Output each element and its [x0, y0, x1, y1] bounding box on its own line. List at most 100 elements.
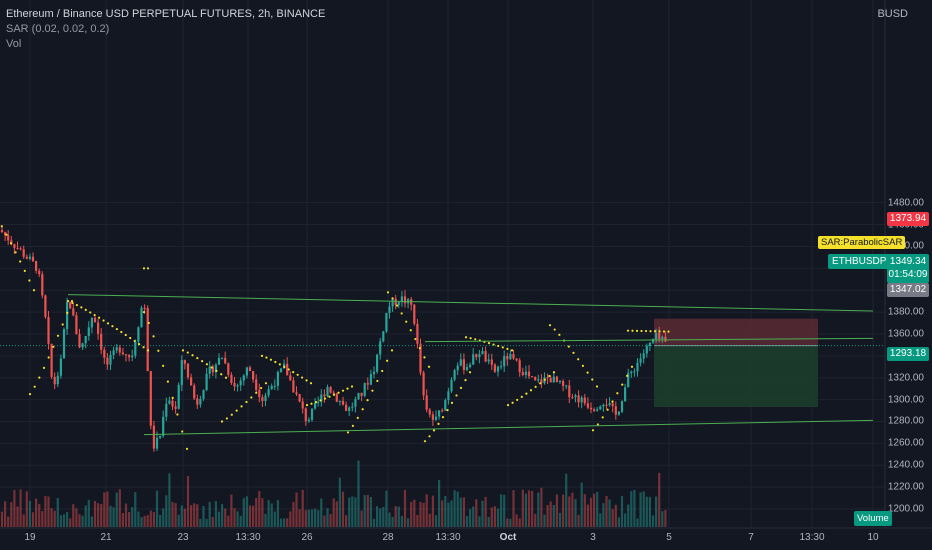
volume-bar: [7, 516, 10, 527]
sar-dot: [497, 344, 500, 348]
candle-body: [307, 419, 310, 422]
sar-dot: [56, 334, 60, 337]
candle-body: [583, 397, 586, 404]
candle-body: [4, 232, 7, 236]
sar-dot: [300, 376, 304, 379]
volume-bar: [617, 517, 620, 527]
volume-bar: [159, 514, 162, 527]
candle-body: [419, 343, 422, 373]
take-profit-zone[interactable]: [654, 345, 818, 408]
sar-dot: [611, 400, 614, 403]
volume-bar: [56, 498, 59, 527]
candle-body: [577, 395, 580, 403]
sar-dot: [269, 358, 273, 361]
parabolic-sar-dots: [0, 225, 670, 450]
candle-body: [596, 409, 599, 411]
sar-dot: [581, 364, 585, 367]
volume-bar: [521, 489, 524, 527]
volume-bar: [345, 515, 348, 527]
volume-bar: [252, 505, 255, 527]
volume-bar: [614, 504, 617, 527]
sar-dot: [428, 435, 431, 438]
volume-bar: [301, 489, 304, 527]
candle-body: [453, 370, 456, 380]
candle-body: [422, 372, 425, 396]
sar-dot: [468, 371, 472, 374]
candle-body: [558, 381, 562, 383]
candle-body: [317, 401, 320, 403]
volume-bar: [376, 506, 379, 527]
volume-bar: [503, 494, 506, 527]
candle-body: [128, 355, 131, 358]
candle-body: [385, 312, 388, 332]
volume-bar: [295, 492, 298, 527]
volume-bar: [558, 512, 562, 527]
sar-dot: [366, 399, 369, 402]
sar-indicator-label[interactable]: SAR (0.02, 0.02, 0.2): [6, 23, 110, 35]
trendline[interactable]: [143, 419, 874, 436]
sar-dot: [644, 329, 648, 333]
candle-body: [568, 385, 571, 398]
volume-bar: [304, 510, 307, 527]
y-tick-label: 1300.00: [887, 394, 924, 406]
candle-body: [202, 390, 205, 399]
volume-bar: [276, 499, 279, 527]
candle-body: [233, 382, 236, 387]
volume-bar: [645, 496, 648, 527]
volume-bar: [438, 479, 441, 527]
candle-body: [602, 404, 605, 407]
candle-body: [124, 354, 128, 356]
candle-body: [506, 356, 509, 360]
symbol-title[interactable]: Ethereum / Binance USD PERPETUAL FUTURES…: [6, 8, 326, 20]
candle-body: [245, 367, 248, 376]
sar-dot: [162, 364, 165, 367]
candle-body: [537, 379, 540, 381]
candle-body: [348, 407, 351, 411]
volume-bar: [518, 518, 521, 527]
volume-bar: [224, 508, 227, 527]
sar-dot: [409, 329, 412, 332]
candle-body: [630, 371, 633, 374]
candle-body: [617, 411, 620, 415]
trendline[interactable]: [424, 337, 874, 343]
volume-bar: [506, 518, 509, 527]
volume-bar: [245, 496, 248, 527]
sar-dot: [146, 267, 150, 270]
candle-body: [636, 362, 639, 372]
volume-bar: [447, 502, 450, 527]
candle-body: [589, 407, 593, 410]
trendline[interactable]: [67, 294, 874, 312]
candle-body: [314, 402, 317, 409]
candle-body: [509, 353, 512, 360]
candle-body: [106, 357, 109, 365]
sar-dot: [662, 330, 666, 333]
volume-indicator-label[interactable]: Vol: [6, 38, 22, 50]
currency-label[interactable]: BUSD: [877, 8, 908, 20]
candle-body: [230, 374, 233, 383]
candle-body: [168, 400, 171, 404]
volume-bar: [35, 498, 38, 527]
candle-body: [434, 416, 438, 420]
x-tick-label: 28: [382, 532, 394, 543]
volume-bar: [118, 489, 121, 527]
chart-legend: Ethereum / Binance USD PERPETUAL FUTURES…: [6, 7, 325, 52]
candle-body: [152, 425, 155, 449]
candle-body: [103, 349, 106, 358]
candle-body: [341, 400, 345, 405]
stop-loss-zone[interactable]: [654, 318, 818, 346]
sar-dot: [351, 424, 354, 427]
sar-dot: [66, 311, 69, 315]
volume-bar: [78, 514, 81, 527]
candle-body: [196, 398, 199, 405]
sar-dot: [210, 366, 213, 369]
volume-bar: [611, 509, 614, 527]
candle-body: [115, 347, 118, 351]
volume-bar: [211, 517, 214, 527]
sar-dot: [423, 440, 427, 443]
sar-dot: [595, 385, 599, 388]
volume-bar: [329, 513, 332, 527]
sar-dot: [553, 328, 556, 331]
x-tick-label: 13:30: [799, 532, 825, 543]
candle-body: [397, 302, 400, 305]
